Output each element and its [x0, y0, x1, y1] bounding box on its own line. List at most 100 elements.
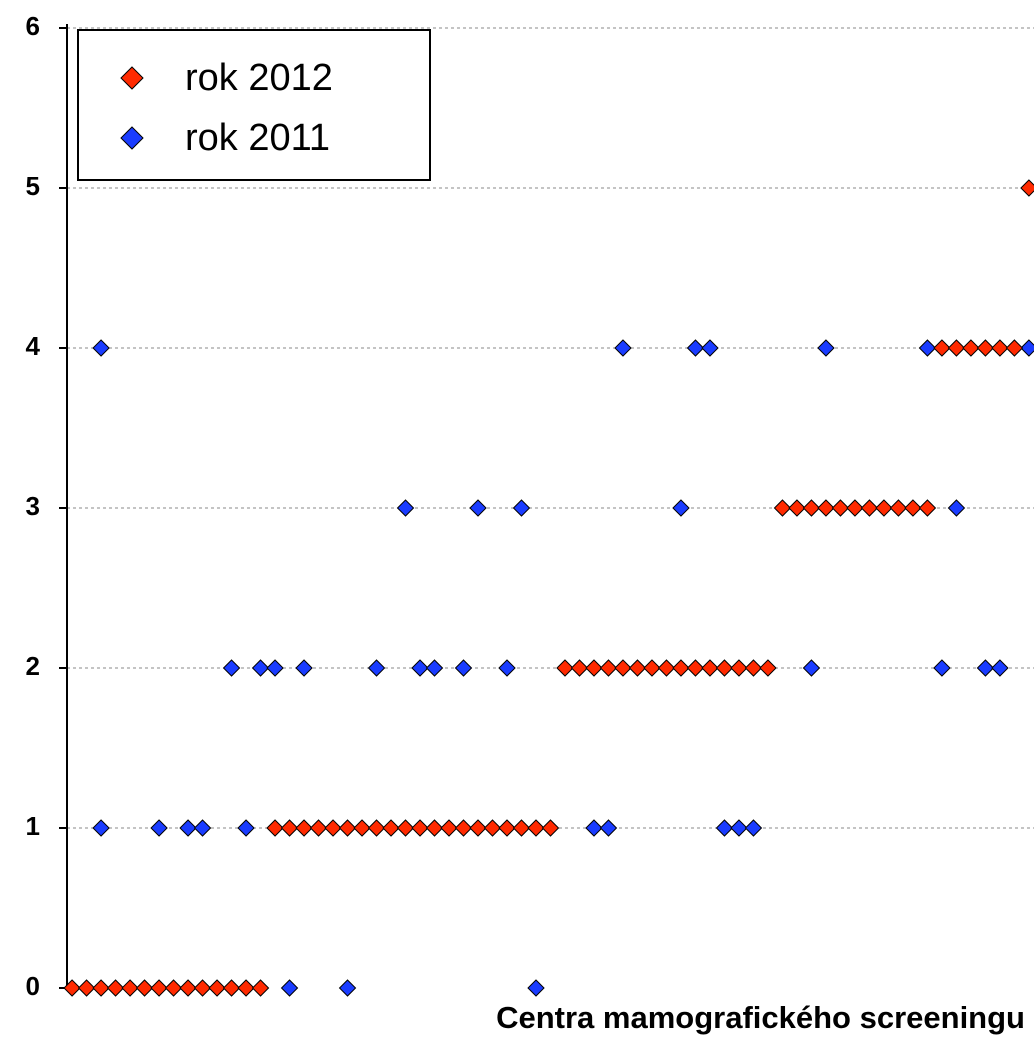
point [701, 659, 719, 677]
point [280, 979, 299, 997]
point [63, 979, 81, 997]
point [396, 819, 415, 837]
legend-box [77, 29, 431, 181]
point [193, 819, 212, 837]
point [425, 659, 444, 677]
point [889, 499, 908, 517]
point [991, 659, 1009, 677]
point [483, 819, 502, 837]
point [150, 979, 168, 997]
point [266, 819, 284, 837]
y-tick-label: 0 [26, 971, 40, 1001]
point [991, 339, 1009, 357]
point [744, 659, 763, 677]
point [251, 979, 270, 997]
point [730, 659, 748, 677]
point [976, 339, 995, 357]
point [367, 819, 386, 837]
point [77, 979, 96, 997]
point [251, 659, 270, 677]
point [512, 499, 531, 517]
point [686, 659, 705, 677]
point [802, 499, 821, 517]
point [454, 819, 473, 837]
point [179, 819, 197, 837]
point [541, 819, 560, 837]
point [686, 339, 705, 357]
point [222, 659, 241, 677]
point [860, 499, 879, 517]
point [237, 819, 255, 837]
point [817, 499, 835, 517]
point [454, 659, 473, 677]
point [121, 979, 139, 997]
point [527, 819, 545, 837]
point [498, 819, 516, 837]
point [338, 979, 357, 997]
point [614, 659, 632, 677]
point [280, 819, 299, 837]
point [657, 659, 676, 677]
point [672, 499, 690, 517]
point [715, 819, 734, 837]
point [904, 499, 922, 517]
point [527, 979, 545, 997]
point [1005, 339, 1024, 357]
point [773, 499, 792, 517]
point [962, 339, 980, 357]
legend-label: rok 2011 [185, 117, 330, 159]
point [135, 979, 154, 997]
point [599, 659, 618, 677]
point [933, 659, 951, 677]
point [150, 819, 168, 837]
point [411, 819, 429, 837]
point [324, 819, 342, 837]
point [831, 499, 850, 517]
point [295, 659, 313, 677]
point [599, 819, 618, 837]
point [875, 499, 893, 517]
point [730, 819, 748, 837]
point [353, 819, 371, 837]
point [425, 819, 444, 837]
point [512, 819, 531, 837]
point [179, 979, 197, 997]
point [208, 979, 226, 997]
y-tick-label: 1 [26, 811, 40, 841]
point [643, 659, 661, 677]
point [309, 819, 328, 837]
point [396, 499, 415, 517]
point [106, 979, 125, 997]
point [338, 819, 357, 837]
point [802, 659, 821, 677]
point [193, 979, 212, 997]
point [672, 659, 690, 677]
point [715, 659, 734, 677]
point [628, 659, 647, 677]
point [266, 659, 284, 677]
point [498, 659, 516, 677]
point [947, 339, 966, 357]
point [367, 659, 386, 677]
y-tick-label: 5 [26, 171, 40, 201]
legend-marker [120, 126, 144, 150]
point [585, 819, 603, 837]
point [788, 499, 806, 517]
x-axis-label: Centra mamografického screeningu [496, 1000, 1025, 1035]
point [1020, 339, 1034, 357]
point [1020, 179, 1034, 197]
point [614, 339, 632, 357]
point [469, 819, 487, 837]
y-tick-label: 2 [26, 651, 40, 681]
point [92, 819, 110, 837]
point [295, 819, 313, 837]
point [947, 499, 966, 517]
point [92, 339, 110, 357]
point [585, 659, 603, 677]
point [440, 819, 458, 837]
point [222, 979, 241, 997]
point [411, 659, 429, 677]
point [933, 339, 951, 357]
point [92, 979, 110, 997]
